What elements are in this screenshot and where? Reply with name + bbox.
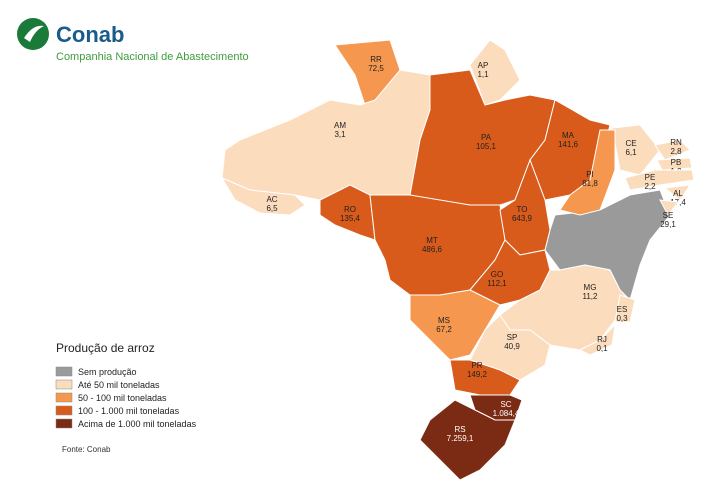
state-code: SE: [663, 211, 674, 220]
legend-swatch: [55, 392, 73, 403]
state-value: 0,3: [616, 314, 628, 323]
state-code: SC: [500, 400, 511, 409]
state-value: 105,1: [476, 142, 497, 151]
brand: Conab: [56, 22, 124, 47]
state-code: SP: [507, 333, 518, 342]
logo-leaf: [24, 25, 44, 42]
state-code: MS: [438, 316, 450, 325]
state-code: MA: [562, 131, 575, 140]
state-shape: [578, 323, 616, 356]
state-code: GO: [491, 270, 503, 279]
state-code: RJ: [597, 335, 607, 344]
state-value: 112,1: [487, 279, 507, 288]
state-code: MT: [426, 236, 438, 245]
legend-label: 100 - 1.000 mil toneladas: [78, 406, 180, 416]
state-value: 29,1: [660, 220, 676, 229]
state-shape: [220, 176, 306, 216]
state-code: CE: [625, 139, 636, 148]
state-value: 7.259,1: [447, 434, 474, 443]
state-value: 0,1: [596, 344, 608, 353]
legend-swatch: [55, 379, 73, 390]
state-code: RR: [370, 55, 382, 64]
state-value: 81,8: [582, 179, 598, 188]
state-value: 11,2: [583, 292, 599, 301]
state-code: RS: [454, 425, 465, 434]
legend-swatch: [55, 405, 73, 416]
state-code: AL: [673, 189, 683, 198]
state-code: PB: [671, 158, 682, 167]
state-shape: [419, 399, 516, 481]
legend-label: Acima de 1.000 mil toneladas: [78, 419, 197, 429]
legend-swatch: [55, 418, 73, 429]
state-code: TO: [517, 205, 528, 214]
legend: Produção de arroz Sem produção Até 50 mil…: [55, 341, 197, 429]
state-shape: [409, 289, 501, 361]
state-code: PA: [481, 133, 492, 142]
state-code: AM: [334, 121, 346, 130]
state-code: PE: [645, 173, 656, 182]
state-shape: [221, 69, 431, 201]
state-shape: [624, 169, 695, 191]
state-value: 486,6: [422, 245, 443, 254]
state-shape: [614, 294, 636, 323]
state-value: 17,4: [670, 198, 686, 207]
state-shape: [319, 184, 376, 241]
state-shape: [659, 199, 679, 216]
logo: Conab Companhia Nacional de Abasteciment…: [17, 18, 249, 63]
source: Fonte: Conab: [62, 445, 111, 454]
state-value: 40,9: [504, 342, 520, 351]
state-code: MG: [584, 283, 597, 292]
legend-swatch: [55, 366, 73, 377]
state-code: AC: [266, 195, 277, 204]
legend-label: Até 50 mil toneladas: [78, 380, 160, 390]
state-value: 72,5: [368, 64, 384, 73]
state-code: PR: [471, 361, 482, 370]
state-shape: [559, 129, 616, 216]
brand-subtitle: Companhia Nacional de Abastecimento: [56, 51, 249, 63]
state-shape: [656, 157, 693, 171]
state-shape: [663, 184, 692, 201]
state-shape: [449, 359, 521, 396]
state-value: 6,1: [625, 148, 637, 157]
state-value: 1,1: [477, 70, 489, 79]
state-value: 6,5: [266, 204, 278, 213]
state-value: 67,2: [436, 325, 452, 334]
legend-title: Produção de arroz: [56, 341, 155, 355]
state-value: 141,6: [558, 140, 579, 149]
state-code: AP: [478, 61, 489, 70]
legend-label: 50 - 100 mil toneladas: [78, 393, 167, 403]
state-value: 2,2: [644, 182, 656, 191]
state-value: 135,4: [340, 214, 361, 223]
state-code: RN: [670, 138, 682, 147]
state-value: 1.084,4: [493, 409, 520, 418]
state-code: RO: [344, 205, 356, 214]
state-value: 643,9: [512, 214, 533, 223]
state-value: 2,8: [670, 147, 682, 156]
state-value: 3,1: [334, 130, 346, 139]
state-shape: [654, 139, 691, 161]
legend-label: Sem produção: [78, 367, 137, 377]
state-code: PI: [586, 170, 594, 179]
state-code: ES: [617, 305, 628, 314]
state-shape: [611, 124, 661, 176]
state-value: 149,2: [467, 370, 488, 379]
